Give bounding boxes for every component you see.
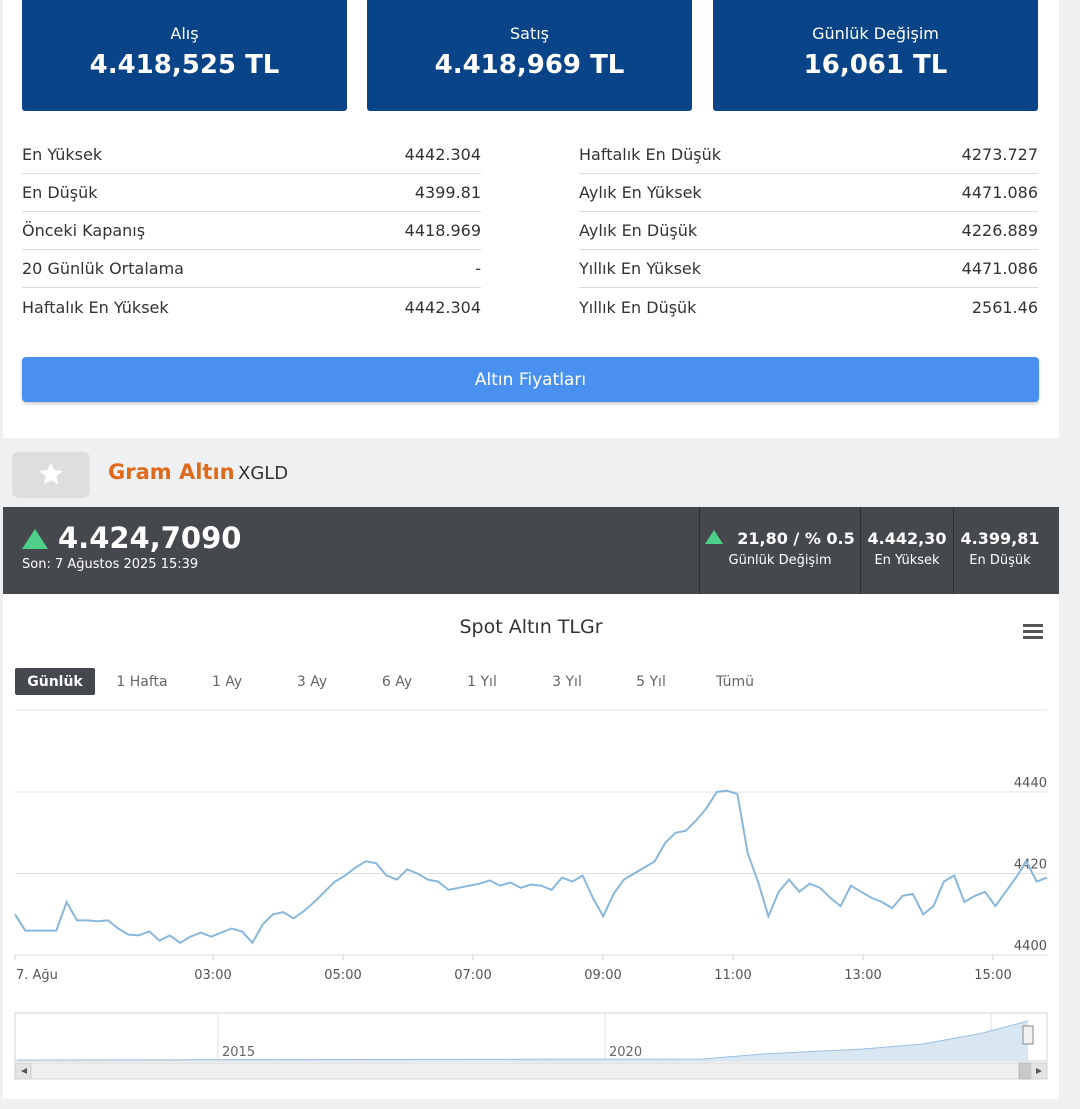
stat-row: 20 Günlük Ortalama - <box>22 250 481 288</box>
stat-row: Haftalık En Yüksek 4442.304 <box>22 288 481 326</box>
navigator-tick-label: 2020 <box>609 1045 642 1060</box>
summary-panel: Alış 4.418,525 TL Satış 4.418,969 TL Gün… <box>3 0 1059 438</box>
divider <box>699 507 700 594</box>
stat-value: 4471.086 <box>961 259 1038 278</box>
stat-row: En Düşük 4399.81 <box>22 174 481 212</box>
divider <box>953 507 954 594</box>
x-tick-label: 11:00 <box>714 968 751 983</box>
scroll-right-arrow-icon <box>1036 1068 1042 1074</box>
chart-panel: Spot Altın TLGr Günlük 1 Hafta 1 Ay 3 Ay… <box>3 594 1059 1099</box>
buy-price-card: Alış 4.418,525 TL <box>22 0 347 111</box>
change-label: Günlük Değişim <box>728 553 832 568</box>
range-1week-button[interactable]: 1 Hafta <box>116 673 168 690</box>
x-tick-label: 05:00 <box>324 968 361 983</box>
daily-change-box: 21,80 / % 0.5 Günlük Değişim <box>700 507 860 594</box>
stat-row: Yıllık En Düşük 2561.46 <box>579 288 1038 326</box>
navigator-area <box>17 1021 1028 1061</box>
x-tick-label: 03:00 <box>194 968 231 983</box>
daily-change-value: 16,061 TL <box>803 50 948 80</box>
stats-left-column: En Yüksek 4442.304 En Düşük 4399.81 Önceki… <box>22 136 481 326</box>
stat-label: En Düşük <box>22 183 98 202</box>
navigator-handle <box>1022 1025 1034 1045</box>
stat-label: Aylık En Düşük <box>579 221 698 240</box>
high-box: 4.442,30 En Yüksek <box>861 507 953 594</box>
range-6month-button[interactable]: 6 Ay <box>381 673 413 690</box>
range-1month-button[interactable]: 1 Ay <box>211 673 243 690</box>
favorite-button[interactable] <box>13 452 89 496</box>
price-line <box>14 789 1048 945</box>
scroll-left-arrow-icon <box>21 1068 27 1074</box>
up-arrow-icon <box>22 529 48 549</box>
y-tick-label: 4440 <box>1014 776 1047 791</box>
buy-label: Alış <box>170 24 199 43</box>
stats-right-column: Haftalık En Düşük 4273.727 Aylık En Yükse… <box>579 136 1038 326</box>
change-value: 21,80 / % 0.5 <box>737 529 855 548</box>
stat-value: 4273.727 <box>961 145 1038 164</box>
stat-value: 4226.889 <box>961 221 1038 240</box>
daily-change-label: Günlük Değişim <box>812 24 939 43</box>
stat-row: Önceki Kapanış 4418.969 <box>22 212 481 250</box>
high-value: 4.442,30 <box>867 529 947 548</box>
stat-value: - <box>475 259 481 278</box>
range-all-button[interactable]: Tümü <box>715 673 754 690</box>
x-tick-label: 13:00 <box>844 968 881 983</box>
ticker-bar: 4.424,7090 Son: 7 Ağustos 2025 15:39 21,… <box>3 507 1059 594</box>
divider <box>860 507 861 594</box>
low-box: 4.399,81 En Düşük <box>954 507 1046 594</box>
stat-label: Haftalık En Düşük <box>579 145 722 164</box>
range-5year-button[interactable]: 5 Yıl <box>636 673 666 690</box>
stat-row: Aylık En Yüksek 4471.086 <box>579 174 1038 212</box>
chart-title: Spot Altın TLGr <box>459 616 603 638</box>
scrollbar-track <box>14 1062 1048 1080</box>
y-tick-label: 4400 <box>1014 939 1047 954</box>
sell-label: Satış <box>509 24 549 43</box>
stat-value: 4471.086 <box>961 183 1038 202</box>
stat-row: Aylık En Düşük 4226.889 <box>579 212 1038 250</box>
range-3year-button[interactable]: 3 Yıl <box>552 673 582 690</box>
stat-value: 4399.81 <box>414 183 481 202</box>
stat-row: Haftalık En Düşük 4273.727 <box>579 136 1038 174</box>
sell-value: 4.418,969 TL <box>434 50 625 80</box>
low-label: En Düşük <box>969 553 1031 568</box>
change-value-row: 21,80 / % 0.5 <box>700 529 860 548</box>
buy-value: 4.418,525 TL <box>89 50 280 80</box>
x-tick-label: 09:00 <box>584 968 621 983</box>
instrument-code: XGLD <box>238 463 289 484</box>
stat-label: Yıllık En Düşük <box>579 297 697 317</box>
stat-label: Aylık En Yüksek <box>579 183 702 202</box>
daily-change-card: Günlük Değişim 16,061 TL <box>713 0 1038 111</box>
stat-value: 4442.304 <box>404 297 481 317</box>
stat-label: Önceki Kapanış <box>22 221 146 240</box>
navigator-tick-label: 2015 <box>222 1045 255 1060</box>
chart-menu-icon[interactable] <box>1023 624 1043 641</box>
range-daily-button[interactable]: Günlük <box>15 668 95 695</box>
last-update-date: Son: 7 Ağustos 2025 15:39 <box>22 557 199 572</box>
star-icon <box>39 462 63 485</box>
low-value: 4.399,81 <box>960 529 1040 548</box>
x-tick-label: 15:00 <box>974 968 1011 983</box>
instrument-name: Gram Altın <box>108 460 235 484</box>
stat-row: Yıllık En Yüksek 4471.086 <box>579 250 1038 288</box>
range-3month-button[interactable]: 3 Ay <box>296 673 328 690</box>
x-tick-label: 7. Ağu <box>16 968 58 983</box>
up-arrow-icon <box>705 530 724 544</box>
stat-label: Haftalık En Yüksek <box>22 297 169 317</box>
last-price: 4.424,7090 <box>58 521 242 555</box>
stat-label: En Yüksek <box>22 145 103 164</box>
x-tick-label: 07:00 <box>454 968 491 983</box>
stat-value: 2561.46 <box>971 297 1038 317</box>
stat-value: 4418.969 <box>404 221 481 240</box>
sell-price-card: Satış 4.418,969 TL <box>367 0 692 111</box>
navigator-line <box>16 1020 1029 1061</box>
range-1year-button[interactable]: 1 Yıl <box>467 673 497 690</box>
stat-label: Yıllık En Yüksek <box>579 259 702 278</box>
stat-label: 20 Günlük Ortalama <box>22 259 184 278</box>
stat-value: 4442.304 <box>404 145 481 164</box>
high-label: En Yüksek <box>874 553 940 568</box>
stat-row: En Yüksek 4442.304 <box>22 136 481 174</box>
gold-prices-button[interactable]: Altın Fiyatları <box>22 357 1039 402</box>
